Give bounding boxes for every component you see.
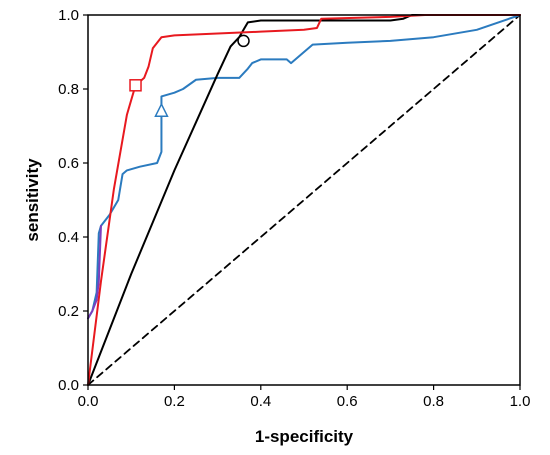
chance-diagonal bbox=[87, 14, 521, 386]
marker-triangle bbox=[154, 102, 169, 117]
x-tick-label: 1.0 bbox=[510, 393, 531, 410]
y-tick-label: 1.0 bbox=[58, 7, 79, 24]
series-line-1 bbox=[87, 14, 521, 386]
marker-circle bbox=[237, 34, 250, 48]
y-tick-label: 0.2 bbox=[58, 303, 79, 320]
plot-area bbox=[87, 14, 521, 386]
y-tick-label: 0.8 bbox=[58, 81, 79, 98]
series-line-2 bbox=[87, 14, 521, 320]
plot-frame bbox=[87, 14, 521, 386]
y-tick-label: 0.6 bbox=[58, 155, 79, 172]
x-tick-label: 0.8 bbox=[423, 393, 444, 410]
marker-square bbox=[129, 79, 142, 92]
x-tick-label: 0.0 bbox=[78, 393, 99, 410]
axis-ticks: 0.0 0.2 0.4 0.6 0.8 1.0 0.0 0.2 0.4 0.6 0.8 1.0 bbox=[58, 7, 530, 410]
y-axis-title: sensitivity bbox=[23, 158, 42, 242]
x-tick-label: 0.4 bbox=[250, 393, 271, 410]
x-tick-label: 0.2 bbox=[164, 393, 185, 410]
x-tick-label: 0.6 bbox=[337, 393, 358, 410]
y-tick-label: 0.0 bbox=[58, 377, 79, 394]
series-line-3 bbox=[87, 224, 102, 320]
x-axis-title: 1-specificity bbox=[255, 427, 354, 446]
y-tick-label: 0.4 bbox=[58, 229, 79, 246]
series-line-0 bbox=[87, 14, 521, 386]
